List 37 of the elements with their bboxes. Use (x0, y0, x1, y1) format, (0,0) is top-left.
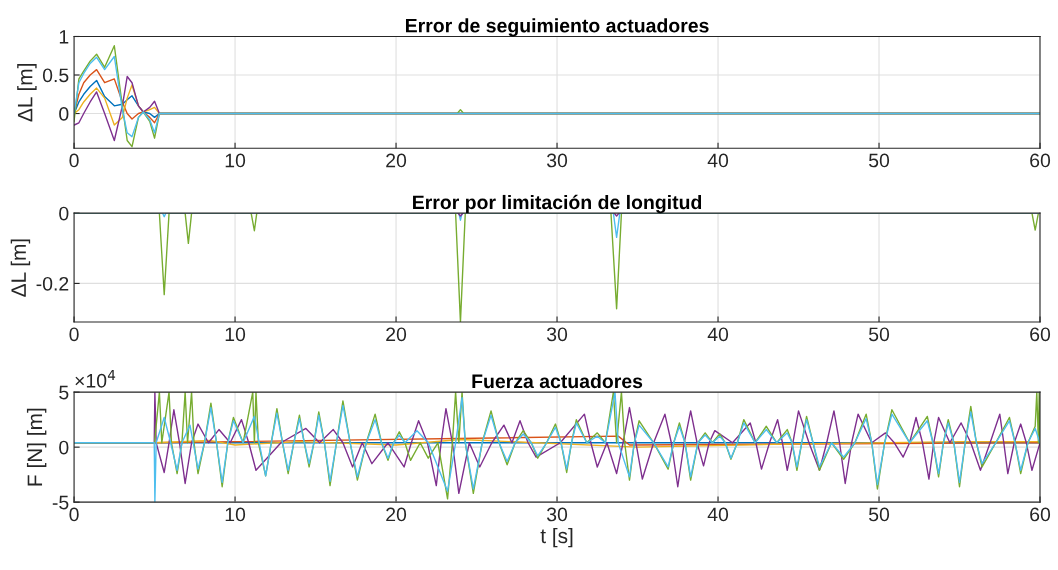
y-axis-title: ΔL [m] (17, 64, 37, 122)
y-tick-label: -0.2 (36, 276, 69, 291)
x-tick-label: 10 (225, 153, 246, 168)
x-tick-label: 50 (868, 327, 890, 342)
y-tick-label: 1 (59, 30, 69, 44)
x-tick-label: 20 (386, 327, 407, 342)
x-tick-label: 40 (707, 327, 729, 342)
x-tick-label: 0 (69, 327, 79, 342)
chart-title: Fuerza actuadores (472, 373, 643, 389)
y-axis-title: F [N] [m] (26, 408, 47, 486)
x-tick-label: 50 (868, 507, 890, 522)
x-tick-label: 60 (1030, 153, 1051, 168)
x-tick-label: 10 (225, 327, 246, 342)
y-tick-label: -5 (52, 495, 69, 510)
y-axis-title: ΔL [m] (10, 239, 31, 297)
y-tick-label: 5 (59, 385, 69, 400)
x-tick-label: 30 (546, 153, 568, 168)
x-tick-label: 0 (69, 507, 79, 522)
y-tick-label: 0.5 (42, 68, 69, 83)
x-axis-title: t [s] (540, 527, 573, 548)
x-tick-label: 50 (868, 153, 890, 168)
x-tick-label: 40 (707, 507, 729, 522)
x-tick-label: 60 (1030, 327, 1051, 342)
y-tick-label: 0 (59, 440, 69, 455)
text: ×10$^{4}$ (75, 370, 116, 388)
x-tick-label: 30 (546, 507, 568, 522)
x-tick-label: 30 (546, 327, 568, 342)
x-tick-label: 60 (1030, 507, 1051, 522)
y-tick-label: 0 (59, 206, 69, 221)
chart-title: Error por limitación de longitud (413, 194, 702, 214)
x-tick-label: 10 (225, 507, 246, 522)
x-tick-label: 0 (69, 153, 79, 168)
y-tick-label: 0 (59, 107, 69, 121)
chart-title: Error de seguimiento actuadores (405, 18, 709, 37)
x-tick-label: 20 (386, 507, 407, 522)
x-tick-label: 20 (386, 153, 407, 168)
x-tick-label: 40 (707, 153, 729, 168)
